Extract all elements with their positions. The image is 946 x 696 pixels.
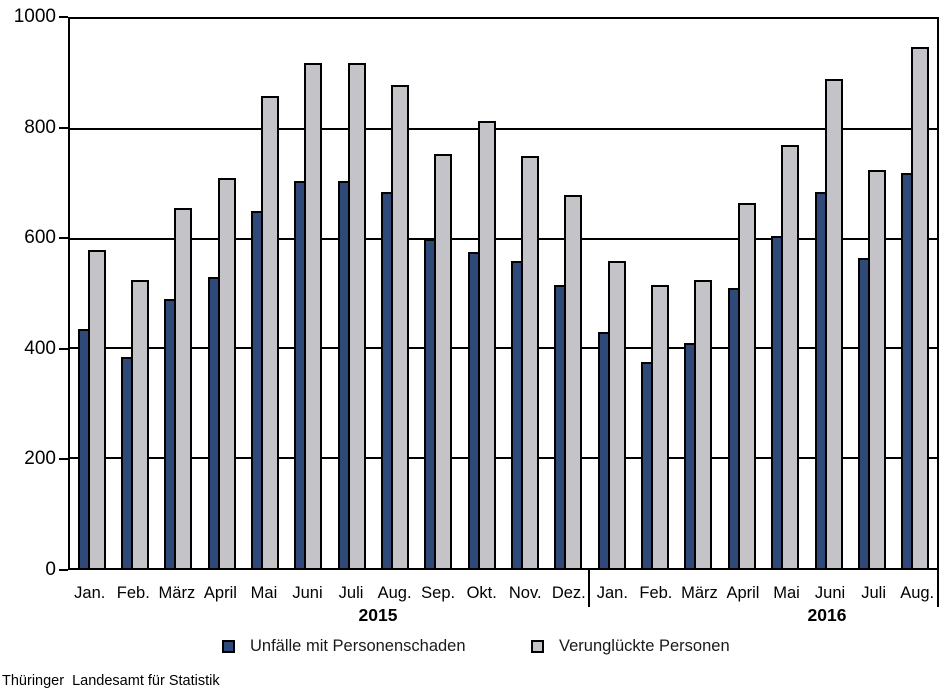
bar-series2 [391,84,410,568]
year-label-2016: 2016 [807,605,847,625]
gridline-200 [70,457,937,460]
bar-group-Feb-2016 [633,19,676,568]
bar-group-März-2015 [157,19,200,568]
bar-series2 [217,178,236,568]
legend-item-verunglueckte: Verunglückte Personen [531,637,730,655]
x-tick-label: Juli [338,584,364,602]
year-label-2015: 2015 [358,605,398,625]
bar-group-Mai-2015 [243,19,286,568]
x-axis-labels: Jan. Feb. März April Mai Juni Juli Aug. Sep. Okt.… [68,582,939,604]
legend-label-verunglueckte: Verunglückte Personen [559,636,730,655]
x-tick-label: Juli [861,584,886,602]
bar-group-Juli-2016 [850,19,893,568]
bar-group-Feb-2015 [113,19,156,568]
y-tick-label: 400 [24,337,56,359]
bar-group-Sep-2015 [417,19,460,568]
x-tick-label: Nov. [508,584,542,602]
x-tick-label: Sep. [421,584,456,602]
bar-series2 [174,208,193,568]
bar-group-Aug-2016 [894,19,937,568]
bar-series2 [304,62,323,568]
y-tick-label: 0 [45,559,56,580]
x-tick-label: April [203,584,237,602]
bar-series2 [477,120,496,568]
y-tick-0 [59,569,68,571]
x-tick-label: Mai [773,584,800,602]
legend-marker-unfaelle [222,639,235,653]
bar-series2 [737,202,756,568]
bar-group-Jan-2016 [590,19,633,568]
x-tick-label: Mai [250,584,278,602]
bar-series2 [347,62,366,568]
x-tick-label: April [726,584,760,602]
x-tick-label: März [681,584,718,602]
axis-end-separator-line [937,568,939,607]
year-separator-line [588,568,590,607]
y-tick-200 [59,458,68,461]
plot-area [68,17,939,570]
bar-series2 [434,153,453,568]
bar-series2 [564,194,583,568]
x-tick-label: Aug. [377,584,412,602]
x-tick-label: Feb. [116,584,150,602]
bar-series2 [824,79,843,568]
bar-group-April-2016 [720,19,763,568]
x-tick-label: Aug. [900,584,935,602]
bar-series2 [87,249,106,568]
y-tick-800 [59,126,68,129]
x-tick-label: März [158,584,196,602]
bar-group-Juni-2015 [287,19,330,568]
y-tick-label: 600 [24,227,56,249]
bar-series2 [867,170,886,568]
x-tick-label: Dez. [551,584,586,602]
bar-group-Okt-2015 [460,19,503,568]
bar-series2 [607,260,626,568]
bar-series2 [521,156,540,568]
y-tick-400 [59,347,68,350]
y-tick-label: 800 [24,116,56,138]
legend-label-unfaelle: Unfälle mit Personenschaden [250,636,466,655]
y-tick-label: 1000 [13,6,56,27]
legend-marker-verunglueckte [531,639,544,653]
gridline-600 [70,237,937,240]
bar-series2 [781,145,800,568]
bar-group-Juni-2016 [807,19,850,568]
bar-series2 [911,46,930,568]
bar-group-Dez-2015 [547,19,590,568]
legend-item-unfaelle: Unfälle mit Personenschaden [222,637,466,655]
y-tick-label: 200 [24,448,56,470]
x-tick-label: Juni [292,584,323,602]
bar-group-Nov-2015 [503,19,546,568]
bar-groups [70,19,937,568]
bar-series2 [694,279,713,568]
gridline-800 [70,127,937,130]
bar-group-Juli-2015 [330,19,373,568]
bar-group-Aug-2015 [373,19,416,568]
bar-group-Mai-2016 [764,19,807,568]
gridline-400 [70,347,937,350]
bar-series2 [261,95,280,568]
x-tick-label: Juni [814,584,846,602]
bar-series2 [131,279,150,568]
y-tick-600 [59,237,68,240]
x-tick-label: Jan. [74,584,106,602]
x-tick-label: Jan. [596,584,628,602]
bar-series2 [651,285,670,568]
x-tick-label: Okt. [466,584,497,602]
y-tick-1000 [59,16,68,18]
x-tick-label: Feb. [639,584,673,602]
bar-group-Jan-2015 [70,19,113,568]
source-text: Thüringer Landesamt für Statistik [2,673,220,689]
bar-group-März-2016 [677,19,720,568]
bar-group-April-2015 [200,19,243,568]
